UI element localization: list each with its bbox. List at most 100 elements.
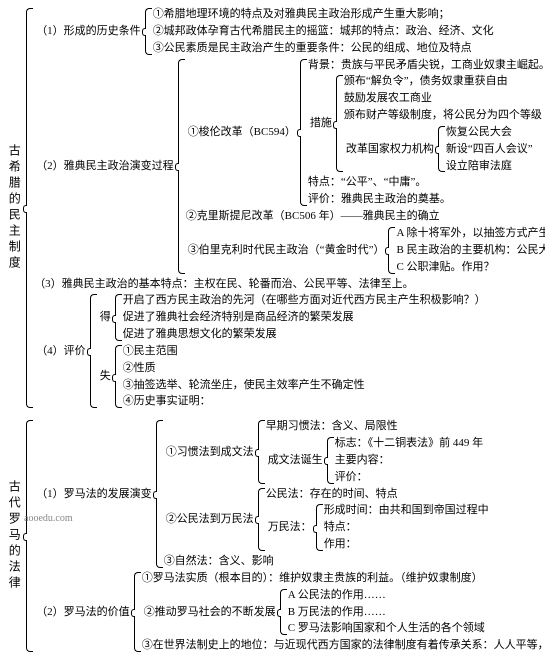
brace: [132, 570, 142, 654]
branch: 失 ①民主范围②性质③抽签选举、轮流坐庄，使民主效率产生不确定性④历史事实证明：: [98, 343, 486, 410]
brace: [256, 418, 266, 485]
branch: 措施颁布“解负令”，债务奴隶重获自由鼓励发展农工商业颁布财产等级制度，将公民分为…: [308, 73, 545, 174]
branch-body: 颁布“解负令”，债务奴隶重获自由鼓励发展农工商业颁布财产等级制度，将公民分为四个…: [344, 73, 542, 174]
branch-label: 失: [98, 343, 113, 410]
branch-label: ①梭伦改革（BC594）: [186, 57, 298, 209]
text-line: 颁布财产等级制度，将公民分为四个等级: [344, 107, 542, 124]
branch-label: ②推动罗马社会的不断发展: [142, 587, 278, 638]
text-block: 特点：“公平”、“中庸”。评价：雅典民主政治的奠基。: [308, 174, 545, 208]
text-line: ③自然法：含义、影响: [164, 553, 489, 570]
brace: [113, 292, 123, 343]
text-line: 特点：: [324, 519, 489, 536]
brace: [88, 292, 98, 410]
text-line: ③公民素质是民主政治产生的重要条件：公民的组成、地位及特点: [153, 40, 494, 57]
branch-body: ①罗马法实质（根本目的）：维护奴隶主贵族的利益。（维护奴隶制度）②推动罗马社会的…: [142, 570, 545, 654]
branch-body: A 公民法的作用……B 万民法的作用……C 罗马法影响国家和个人生活的各个领域: [288, 587, 485, 638]
branch-label: 万民法：: [266, 502, 314, 553]
branch: 得开启了西方民主政治的先河（在哪些方面对近代西方民主产生积极影响？）促进了雅典社…: [98, 292, 486, 343]
branch-body: 背景：贵族与平民矛盾尖锐，工商业奴隶主崛起。措施颁布“解负令”，债务奴隶重获自由…: [308, 57, 545, 209]
branch-body: 得开启了西方民主政治的先河（在哪些方面对近代西方民主产生积极影响？）促进了雅典社…: [98, 292, 486, 410]
branch-label: ①习惯法到成文法: [164, 418, 256, 485]
branch: 万民法：形成时间：由共和国到帝国过程中特点：作用：: [266, 502, 489, 553]
text-line: B 民主政治的主要机构：公民大会、五百人会议、陪审法庭。各机构的职能？: [396, 242, 545, 259]
branch-label: （1）形成的历史条件: [34, 6, 143, 57]
brace: [325, 435, 335, 486]
text-line: ①希腊地理环境的特点及对雅典民主政治形成产生重大影响；: [153, 6, 494, 23]
branch-body: 早期习惯法：含义、局限性成文法诞生标志：《十二铜表法》前 449 年主要内容：评…: [266, 418, 484, 485]
branch: 古希腊的民主制度（1）形成的历史条件①希腊地理环境的特点及对雅典民主政治形成产生…: [4, 6, 541, 410]
text-line: A 除十将军外，以抽签方式产生各级官职: [396, 225, 545, 242]
text-line: 评价：: [335, 469, 484, 486]
text-block: ②克里斯提尼改革（BC506 年）——雅典民主的确立: [186, 208, 545, 225]
text-block: ①罗马法实质（根本目的）：维护奴隶主贵族的利益。（维护奴隶制度）: [142, 570, 545, 587]
branch: 古代罗马的法律（1）罗马法的发展演变①习惯法到成文法早期习惯法：含义、局限性成文…: [4, 418, 541, 654]
branch-body: 形成时间：由共和国到帝国过程中特点：作用：: [324, 502, 489, 553]
branch: （4）评价得开启了西方民主政治的先河（在哪些方面对近代西方民主产生积极影响？）促…: [34, 292, 545, 410]
text-line: （3）雅典民主政治的基本特点：主权在民、轮番而治、公民平等、法律至上。: [34, 276, 545, 293]
text-line: ④历史事实证明：: [123, 393, 365, 410]
text-block: （3）雅典民主政治的基本特点：主权在民、轮番而治、公民平等、法律至上。: [34, 276, 545, 293]
branch-body: ①希腊地理环境的特点及对雅典民主政治形成产生重大影响；②城邦政体孕育古代希腊民主…: [153, 6, 494, 57]
brace: [176, 57, 186, 276]
text-line: 早期习惯法：含义、局限性: [266, 418, 484, 435]
branch: ①习惯法到成文法早期习惯法：含义、局限性成文法诞生标志：《十二铜表法》前 449…: [164, 418, 489, 485]
text-line: 颁布“解负令”，债务奴隶重获自由: [344, 73, 542, 90]
brace: [143, 6, 153, 57]
branch-body: 恢复公民大会新设“四百人会议”设立陪审法庭: [446, 124, 533, 175]
branch: （2）雅典民主政治演变过程①梭伦改革（BC594）背景：贵族与平民矛盾尖锐，工商…: [34, 57, 545, 276]
brace: [24, 6, 34, 410]
text-line: B 万民法的作用……: [288, 604, 485, 621]
text-block: 背景：贵族与平民矛盾尖锐，工商业奴隶主崛起。: [308, 57, 545, 74]
brace: [436, 124, 446, 175]
branch: 成文法诞生标志：《十二铜表法》前 449 年主要内容：评价：: [266, 435, 484, 486]
text-line: A 公民法的作用……: [288, 587, 485, 604]
branch-label: ②公民法到万民法: [164, 486, 256, 553]
branch-label: （1）罗马法的发展演变: [34, 418, 154, 570]
branch-body: （1）罗马法的发展演变①习惯法到成文法早期习惯法：含义、局限性成文法诞生标志：《…: [34, 418, 545, 654]
branch-label: （2）雅典民主政治演变过程: [34, 57, 176, 276]
text-line: 背景：贵族与平民矛盾尖锐，工商业奴隶主崛起。: [308, 57, 545, 74]
branch: ②推动罗马社会的不断发展A 公民法的作用……B 万民法的作用……C 罗马法影响国…: [142, 587, 545, 638]
text-line: 标志：《十二铜表法》前 449 年: [335, 435, 484, 452]
branch-label: （2）罗马法的价值: [34, 570, 132, 654]
brace: [24, 418, 34, 654]
text-line: 形成时间：由共和国到帝国过程中: [324, 502, 489, 519]
text-line: ①罗马法实质（根本目的）：维护奴隶主贵族的利益。（维护奴隶制度）: [142, 570, 545, 587]
text-line: 设立陪审法庭: [446, 158, 533, 175]
outline-tree: 古希腊的民主制度（1）形成的历史条件①希腊地理环境的特点及对雅典民主政治形成产生…: [4, 6, 541, 654]
text-block: ③自然法：含义、影响: [164, 553, 489, 570]
branch-label: 改革国家权力机构: [344, 124, 436, 175]
branch-label: 成文法诞生: [266, 435, 325, 486]
brace: [113, 343, 123, 410]
text-line: 新设“四百人会议”: [446, 141, 533, 158]
branch-label: 得: [98, 292, 113, 343]
branch-body: 公民法：存在的时间、特点万民法：形成时间：由共和国到帝国过程中特点：作用：: [266, 486, 489, 553]
text-block: 颁布“解负令”，债务奴隶重获自由鼓励发展农工商业颁布财产等级制度，将公民分为四个…: [344, 73, 542, 124]
branch-label: ③伯里克利时代民主政治（“黄金时代”）: [186, 225, 387, 276]
text-line: 评价：雅典民主政治的奠基。: [308, 191, 545, 208]
brace: [298, 57, 308, 209]
text-line: ②城邦政体孕育古代希腊民主的摇篮：城邦的特点：政治、经济、文化: [153, 23, 494, 40]
text-line: 主要内容：: [335, 452, 484, 469]
branch: ③伯里克利时代民主政治（“黄金时代”） A 除十将军外，以抽签方式产生各级官职B …: [186, 225, 545, 276]
text-line: ②性质: [123, 360, 365, 377]
branch-body: ①习惯法到成文法早期习惯法：含义、局限性成文法诞生标志：《十二铜表法》前 449…: [164, 418, 489, 570]
text-line: C 公职津贴。作用？: [396, 259, 545, 276]
branch-body: ①梭伦改革（BC594）背景：贵族与平民矛盾尖锐，工商业奴隶主崛起。措施颁布“解…: [186, 57, 545, 276]
text-line: ③抽签选举、轮流坐庄，使民主效率产生不确定性: [123, 377, 365, 394]
branch-body: 标志：《十二铜表法》前 449 年主要内容：评价：: [335, 435, 484, 486]
brace: [314, 502, 324, 553]
branch: （1）形成的历史条件①希腊地理环境的特点及对雅典民主政治形成产生重大影响；②城邦…: [34, 6, 545, 57]
text-line: 鼓励发展农工商业: [344, 90, 542, 107]
brace: [386, 225, 396, 276]
branch: （1）罗马法的发展演变①习惯法到成文法早期习惯法：含义、局限性成文法诞生标志：《…: [34, 418, 545, 570]
watermark: aooedu.com: [24, 512, 73, 526]
brace: [154, 418, 164, 570]
text-line: 特点：“公平”、“中庸”。: [308, 174, 545, 191]
root-label: 古希腊的民主制度: [4, 6, 24, 410]
branch-label: （4）评价: [34, 292, 88, 410]
text-line: ①民主范围: [123, 343, 365, 360]
branch: ①梭伦改革（BC594）背景：贵族与平民矛盾尖锐，工商业奴隶主崛起。措施颁布“解…: [186, 57, 545, 209]
text-line: 公民法：存在的时间、特点: [266, 486, 489, 503]
branch-body: （1）形成的历史条件①希腊地理环境的特点及对雅典民主政治形成产生重大影响；②城邦…: [34, 6, 545, 410]
